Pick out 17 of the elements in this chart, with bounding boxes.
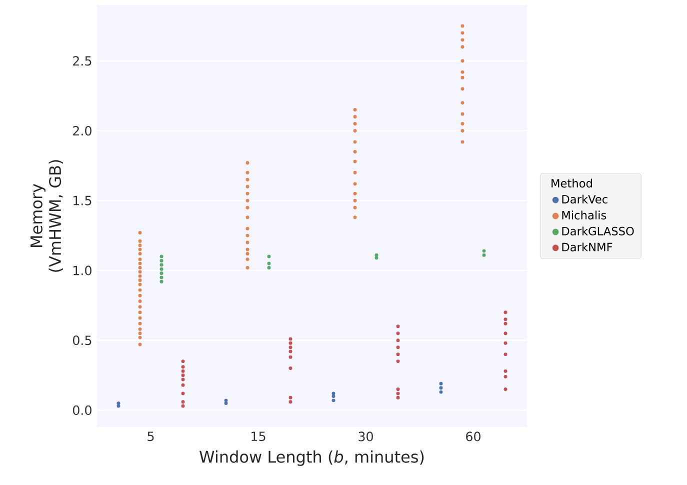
- y-tick-label: 0.5: [72, 336, 92, 346]
- x-axis-title: Window Length (b, minutes): [200, 450, 424, 466]
- legend-title: Method: [552, 178, 592, 188]
- x-tick-label: 60: [466, 432, 480, 442]
- legend-label: DarkNMF: [562, 242, 612, 252]
- legend-label: DarkGLASSO: [562, 226, 634, 236]
- y-tick-label: 2.5: [73, 56, 92, 66]
- y-tick-label: 0.0: [72, 405, 92, 416]
- y-tick-label: 1.5: [74, 196, 92, 206]
- x-tick-label: 30: [358, 432, 373, 442]
- legend-label: Michalis: [562, 210, 606, 220]
- y-tick-label: 2.0: [73, 126, 92, 136]
- y-tick-label: 1.0: [74, 266, 92, 276]
- x-tick-label: 15: [252, 432, 266, 442]
- y-axis-title: Memory (VmHWM, GB): [30, 160, 63, 272]
- legend-label: DarkVec: [562, 194, 608, 204]
- x-tick-label: 5: [148, 432, 154, 442]
